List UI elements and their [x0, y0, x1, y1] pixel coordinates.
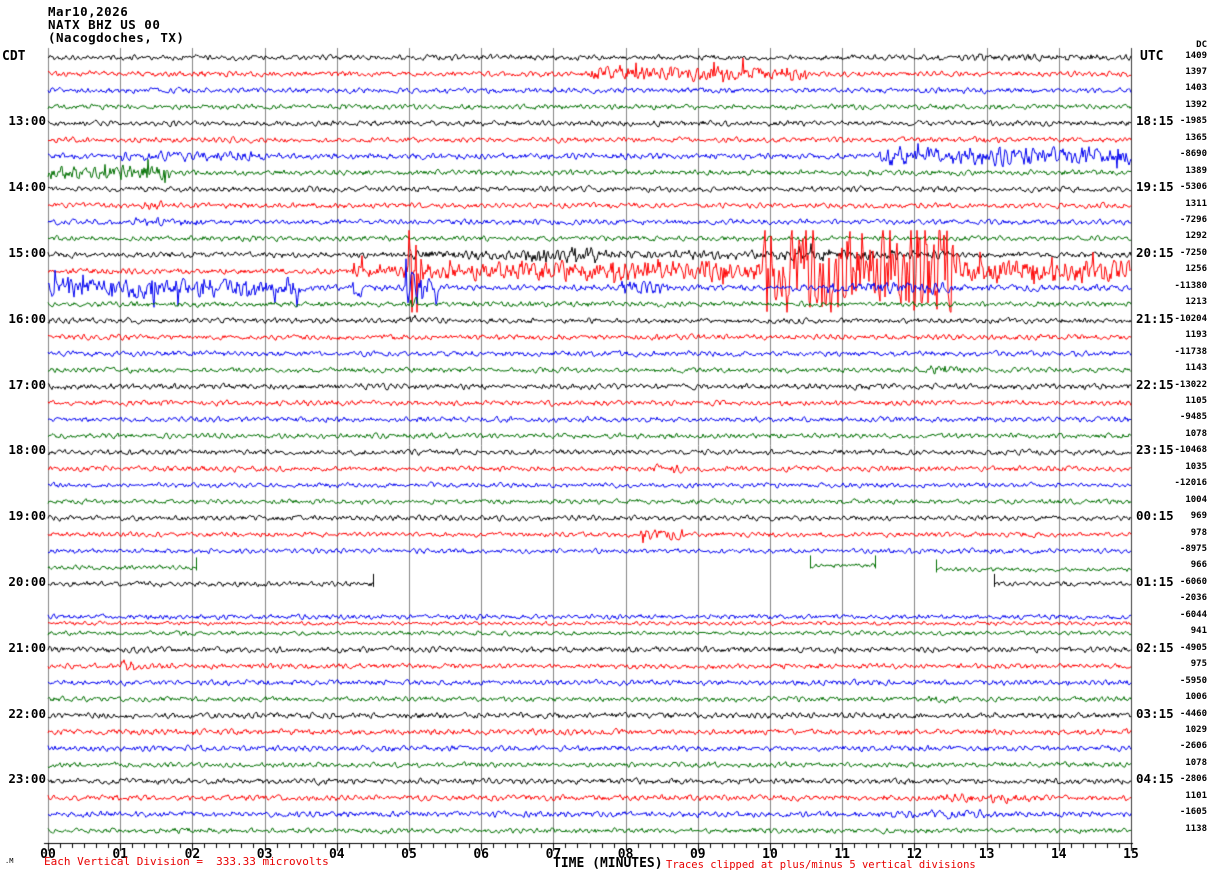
dc-offset-value: 1292 — [1185, 231, 1207, 242]
hour-label-utc: 00:15 — [1136, 508, 1174, 524]
hour-label-cdt: 16:00 — [8, 310, 46, 326]
hour-label-cdt: 21:00 — [8, 639, 46, 655]
title-location: (Nacogdoches, TX) — [48, 30, 185, 45]
hour-label-cdt: 20:00 — [8, 573, 46, 589]
hour-label-utc: 23:15 — [1136, 442, 1174, 458]
x-tick-label: 07 — [545, 847, 562, 862]
dc-offset-value: -7296 — [1179, 215, 1207, 225]
x-tick-label: 00 — [40, 847, 56, 862]
hour-label-cdt: 17:00 — [8, 376, 46, 392]
hour-label-utc: 21:15 — [1136, 310, 1174, 326]
dc-offset-value: 975 — [1190, 659, 1207, 670]
dc-offset-value: 1078 — [1185, 428, 1207, 439]
dc-offset-value: -13022 — [1174, 379, 1207, 390]
hour-label-cdt: 13:00 — [8, 113, 46, 129]
dc-offset-value: 978 — [1190, 527, 1207, 538]
x-tick-label: 10 — [762, 847, 778, 862]
title-date: Mar10,2026 — [48, 4, 129, 19]
hour-label-cdt: 22:00 — [8, 705, 46, 721]
dc-offset-value: -6044 — [1179, 609, 1207, 620]
dc-offset-value: 1193 — [1185, 330, 1207, 341]
hour-label-utc: 20:15 — [1136, 244, 1174, 260]
dc-offset-value: 1101 — [1185, 790, 1207, 801]
dc-offset-value: -2036 — [1179, 593, 1207, 604]
dc-offset-value: -9485 — [1179, 412, 1207, 423]
dc-offset-value: 941 — [1190, 626, 1207, 637]
dc-offset-value: 1311 — [1185, 198, 1207, 209]
dc-offset-value: -1985 — [1179, 116, 1207, 127]
dc-offset-value: -8975 — [1179, 544, 1207, 554]
x-tick-label: 06 — [473, 847, 490, 862]
dc-offset-value: 1029 — [1185, 724, 1207, 735]
title-station: NATX BHZ US 00 — [48, 17, 161, 32]
dc-offset-value: 1392 — [1185, 99, 1207, 110]
x-axis-title: TIME (MINUTES) — [553, 856, 663, 871]
dc-header-label: DC — [1196, 40, 1207, 50]
dc-offset-value: 966 — [1190, 560, 1207, 571]
x-tick-label: 12 — [906, 847, 923, 862]
x-tick-label: 05 — [401, 847, 417, 862]
hour-label-cdt: 18:00 — [8, 442, 46, 458]
hour-label-utc: 03:15 — [1136, 705, 1174, 721]
dc-offset-value: 1035 — [1185, 461, 1207, 472]
watermark: .M — [5, 857, 14, 865]
dc-offset-value: 1138 — [1185, 823, 1207, 834]
dc-offset-value: 1256 — [1185, 264, 1207, 275]
dc-offset-value: -5306 — [1179, 182, 1207, 193]
x-tick-label: 14 — [1050, 847, 1067, 862]
dc-offset-value: -11380 — [1174, 280, 1207, 291]
x-tick-label: 08 — [617, 847, 634, 862]
dc-offset-value: -8690 — [1179, 149, 1207, 160]
dc-offset-value: 1389 — [1185, 165, 1207, 176]
hour-label-cdt: 19:00 — [8, 508, 46, 524]
x-tick-label: 04 — [328, 847, 345, 862]
dc-offset-value: -11738 — [1174, 346, 1207, 357]
hour-label-utc: 04:15 — [1136, 771, 1174, 787]
dc-offset-value: 969 — [1190, 511, 1207, 522]
dc-offset-value: -6060 — [1179, 576, 1207, 587]
hour-label-cdt: 15:00 — [8, 244, 46, 260]
x-tick-label: 11 — [834, 847, 851, 862]
dc-offset-value: -12016 — [1174, 478, 1207, 489]
dc-offset-value: 1409 — [1185, 50, 1207, 61]
hour-label-utc: 22:15 — [1136, 376, 1174, 392]
left-timezone-label: CDT — [2, 49, 26, 64]
hour-label-cdt: 14:00 — [8, 179, 46, 195]
dc-offset-value: -4460 — [1179, 708, 1207, 719]
x-tick-label: 15 — [1123, 847, 1139, 862]
clip-note: Traces clipped at plus/minus 5 vertical … — [666, 859, 976, 871]
x-tick-label: 02 — [184, 847, 201, 862]
dc-offset-value: -4905 — [1179, 642, 1207, 653]
dc-offset-value: -2806 — [1179, 774, 1207, 785]
dc-offset-value: -5950 — [1179, 675, 1207, 686]
hour-label-utc: 01:15 — [1136, 573, 1174, 589]
scale-note: Each Vertical Division = 333.33 microvol… — [44, 855, 329, 868]
right-timezone-label: UTC — [1140, 49, 1164, 64]
dc-offset-value: 1004 — [1185, 494, 1207, 505]
hour-label-utc: 18:15 — [1136, 113, 1174, 129]
x-tick-label: 01 — [112, 847, 129, 862]
dc-offset-value: 1213 — [1185, 297, 1207, 308]
dc-offset-value: -10468 — [1174, 445, 1207, 456]
hour-label-cdt: 23:00 — [8, 771, 46, 787]
x-tick-label: 13 — [978, 847, 995, 862]
dc-offset-value: -7250 — [1179, 247, 1207, 258]
dc-offset-value: -1605 — [1179, 807, 1207, 818]
dc-offset-value: 1403 — [1185, 83, 1207, 94]
hour-label-utc: 02:15 — [1136, 639, 1174, 655]
hour-label-utc: 19:15 — [1136, 179, 1174, 195]
x-tick-label: 03 — [256, 847, 273, 862]
dc-offset-value: 1006 — [1185, 692, 1207, 703]
dc-offset-value: 1365 — [1185, 132, 1207, 143]
dc-offset-value: 1105 — [1185, 395, 1207, 406]
dc-offset-value: -2606 — [1179, 741, 1207, 752]
x-tick-label: 09 — [689, 847, 706, 862]
dc-offset-value: 1078 — [1185, 757, 1207, 768]
dc-offset-value: 1143 — [1185, 363, 1207, 374]
dc-offset-value: 1397 — [1185, 66, 1207, 77]
dc-offset-value: -10204 — [1174, 313, 1207, 324]
